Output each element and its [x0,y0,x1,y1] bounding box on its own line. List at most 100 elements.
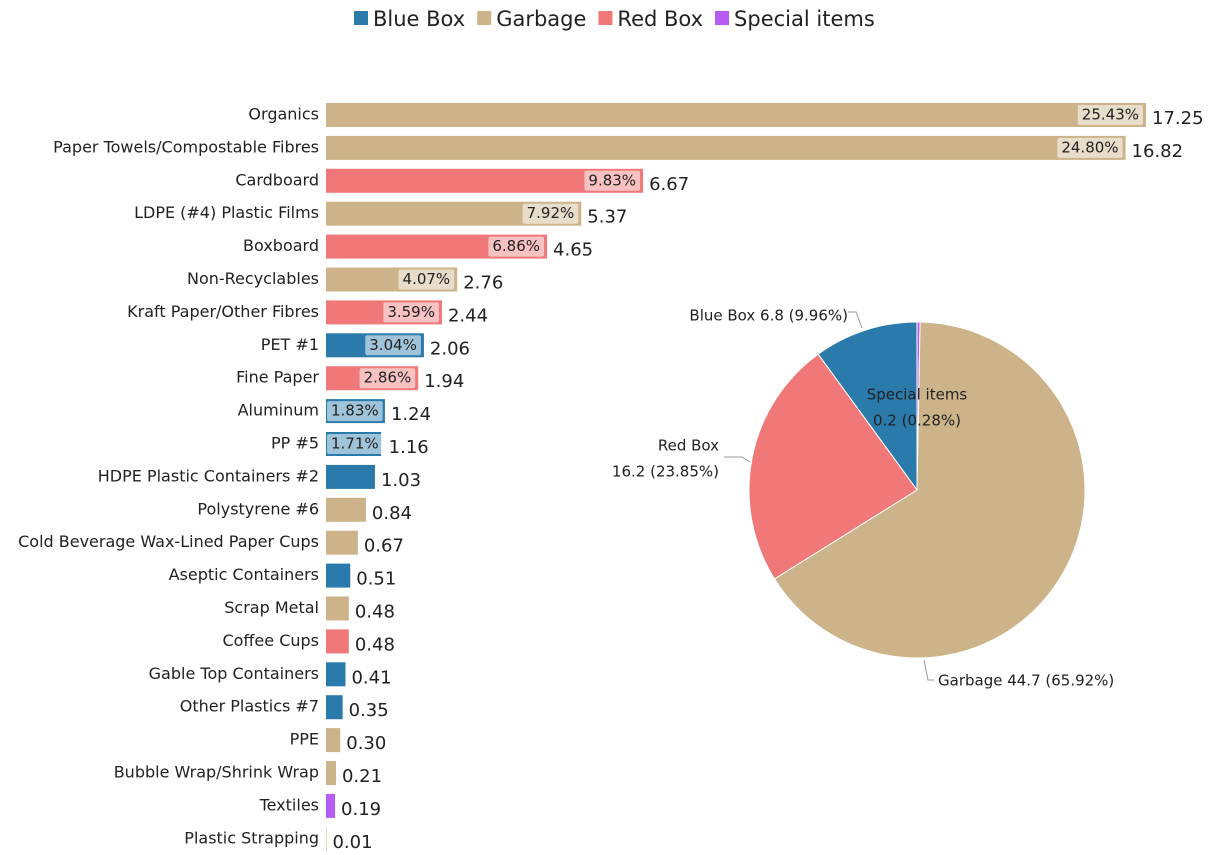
pie-label: Blue Box 6.8 (9.96%) [689,307,848,325]
value-label: 1.24 [391,404,431,425]
pie-label: 16.2 (23.85%) [612,463,719,481]
category-label: Fine Paper [236,368,319,387]
value-label: 0.01 [332,832,372,853]
share-label: 9.83% [588,171,636,189]
value-label: 0.48 [355,602,395,623]
value-label: 17.25 [1152,108,1204,129]
bar [326,563,351,588]
share-label: 3.59% [387,303,435,321]
share-label: 3.04% [369,336,417,354]
value-label: 6.67 [649,174,689,195]
legend-label: Garbage [496,7,586,31]
value-label: 1.94 [424,371,464,392]
category-label: Aseptic Containers [169,565,319,584]
legend-swatch [354,11,368,25]
leader-line [848,311,863,329]
share-label: 1.71% [331,435,379,453]
bar [326,497,366,522]
category-label: LDPE (#4) Plastic Films [134,203,319,222]
category-label: PET #1 [261,335,319,354]
share-label-box [365,335,421,356]
share-label-box [398,269,455,290]
pie-label: Red Box [658,437,719,455]
bar [326,464,375,489]
share-label: 6.86% [492,237,540,255]
legend-label: Blue Box [373,7,465,31]
share-label: 2.86% [364,369,412,387]
pie-label: 0.2 (0.28%) [873,412,961,430]
share-label: 7.92% [527,204,575,222]
category-label: Other Plastics #7 [180,697,319,716]
share-label-box [1057,137,1123,158]
category-label: Plastic Strapping [184,828,319,847]
share-label-box [383,302,439,323]
value-label: 0.67 [364,536,404,557]
bar [326,826,327,851]
category-label: Gable Top Containers [149,664,319,683]
value-label: 1.03 [381,470,421,491]
category-label: Bubble Wrap/Shrink Wrap [114,763,319,782]
pie-slice [748,353,918,580]
leader-line [923,659,934,681]
value-label: 0.21 [342,766,382,787]
bar [326,761,336,785]
value-label: 0.51 [356,569,396,590]
share-label-box [359,368,416,389]
pie-label: Special items [867,386,968,404]
pie-slice [773,321,1086,659]
legend-swatch [715,11,730,25]
legend-swatch [598,11,613,25]
category-label: Organics [248,105,319,124]
bar [326,728,341,753]
value-label: 1.16 [389,437,429,458]
legend-label: Special items [734,7,875,31]
legend-label: Red Box [617,7,703,31]
category-label: Scrap Metal [224,598,319,617]
category-label: Cardboard [235,170,319,189]
value-label: 0.48 [355,634,395,655]
share-label-box [522,203,579,224]
value-label: 0.30 [346,733,386,754]
category-label: Paper Towels/Compostable Fibres [53,137,319,156]
share-label-box [1077,105,1143,125]
share-label: 1.83% [331,402,379,420]
share-label-box [488,236,545,257]
category-label: Textiles [259,795,319,814]
value-label: 0.84 [372,503,412,524]
category-label: Cold Beverage Wax-Lined Paper Cups [18,532,319,551]
category-label: PP #5 [271,434,319,453]
share-label: 4.07% [403,270,451,288]
bar [326,596,349,621]
bar [326,530,358,555]
value-label: 2.76 [463,273,503,294]
share-label-box [327,434,383,454]
category-label: Non-Recyclables [187,269,319,288]
value-label: 2.44 [448,305,488,326]
category-label: Kraft Paper/Other Fibres [127,302,319,321]
share-label: 25.43% [1082,106,1139,124]
legend-swatch [477,11,492,25]
bar [326,135,1126,160]
leader-line [724,456,751,463]
bar [326,793,336,818]
value-label: 0.19 [341,799,381,820]
share-label: 24.80% [1061,138,1118,156]
pie-slice [817,321,918,492]
value-label: 4.65 [553,240,593,261]
category-label: Polystyrene #6 [197,499,319,518]
bar [326,103,1146,127]
value-label: 2.06 [430,338,470,359]
category-label: PPE [290,730,319,749]
category-label: Boxboard [243,236,319,255]
category-label: HDPE Plastic Containers #2 [98,466,319,485]
value-label: 0.41 [351,667,391,688]
value-label: 5.37 [587,207,627,228]
share-label-box [327,401,383,422]
share-label-box [584,170,641,191]
value-label: 16.82 [1132,141,1184,162]
pie-label: Garbage 44.7 (65.92%) [938,672,1114,690]
value-label: 0.35 [349,700,389,721]
category-label: Coffee Cups [222,631,319,650]
bar [326,629,349,654]
